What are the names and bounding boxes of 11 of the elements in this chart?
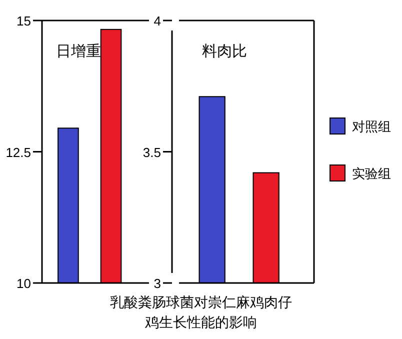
y-tick-label: 3.5: [142, 144, 161, 160]
text: 日增重: [56, 43, 101, 60]
y-tick-label: 10: [16, 276, 31, 291]
y-tick-label: 12.5: [6, 144, 31, 160]
legend-label: 对照组: [352, 119, 391, 134]
y-tick-label: 4: [154, 14, 161, 28]
text: 料肉比: [202, 43, 247, 60]
legend-label: 实验组: [352, 166, 391, 181]
text: 乳酸粪肠球菌对崇仁麻鸡肉仔鸡生长性能的影响: [110, 293, 292, 332]
y-tick-label: 15: [16, 14, 31, 28]
y-tick-label: 3: [154, 276, 161, 291]
